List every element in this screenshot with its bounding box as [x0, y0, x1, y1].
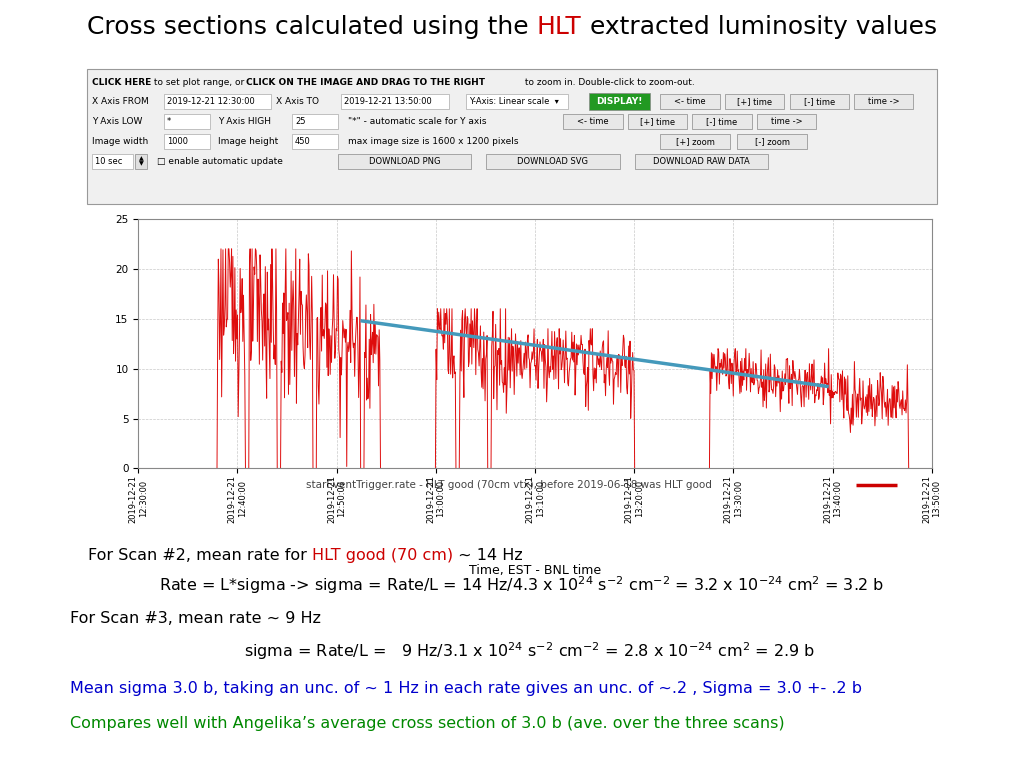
Bar	[164, 134, 210, 149]
Text: For Scan #2, mean rate for: For Scan #2, mean rate for	[88, 548, 311, 563]
Text: "*" - automatic scale for Y axis: "*" - automatic scale for Y axis	[348, 117, 486, 126]
Text: <- time: <- time	[675, 97, 706, 106]
Text: X Axis TO: X Axis TO	[276, 97, 319, 106]
Text: 2019-12-21 13:50:00: 2019-12-21 13:50:00	[344, 97, 432, 106]
Bar	[692, 114, 752, 129]
Text: to set plot range, or: to set plot range, or	[151, 78, 247, 88]
Bar	[164, 114, 210, 129]
Bar	[563, 114, 623, 129]
Bar	[466, 94, 568, 109]
Text: For Scan #3, mean rate ~ 9 Hz: For Scan #3, mean rate ~ 9 Hz	[70, 611, 321, 626]
Text: Image height: Image height	[218, 137, 279, 146]
Text: ~ 14 Hz: ~ 14 Hz	[453, 548, 522, 563]
Bar	[338, 154, 471, 169]
Text: [-] time: [-] time	[804, 97, 835, 106]
Bar	[87, 69, 937, 204]
Text: [+] zoom: [+] zoom	[676, 137, 715, 146]
Text: 450: 450	[295, 137, 310, 146]
Text: CLICK ON THE IMAGE AND DRAG TO THE RIGHT: CLICK ON THE IMAGE AND DRAG TO THE RIGHT	[246, 78, 484, 88]
X-axis label: Time, EST - BNL time: Time, EST - BNL time	[469, 564, 601, 578]
Bar	[790, 94, 849, 109]
Text: 25: 25	[295, 117, 305, 126]
Bar	[135, 154, 147, 169]
Text: □ enable automatic update: □ enable automatic update	[157, 157, 283, 166]
Text: DOWNLOAD SVG: DOWNLOAD SVG	[517, 157, 589, 166]
Bar	[660, 134, 730, 149]
Text: Cross sections calculated using the: Cross sections calculated using the	[87, 15, 537, 39]
Text: Y Axis HIGH: Y Axis HIGH	[218, 117, 271, 126]
Text: Y Axis LOW: Y Axis LOW	[92, 117, 142, 126]
Text: Compares well with Angelika’s average cross section of 3.0 b (ave. over the thre: Compares well with Angelika’s average cr…	[70, 716, 784, 731]
Text: X Axis FROM: X Axis FROM	[92, 97, 148, 106]
Text: extracted luminosity values: extracted luminosity values	[582, 15, 937, 39]
Bar	[292, 134, 338, 149]
Text: DOWNLOAD PNG: DOWNLOAD PNG	[369, 157, 440, 166]
Bar	[341, 94, 449, 109]
Text: Rate = L*sigma -> sigma = Rate/L = 14 Hz/4.3 x 10$^{24}$ s$^{-2}$ cm$^{-2}$ = 3.: Rate = L*sigma -> sigma = Rate/L = 14 Hz…	[159, 574, 884, 596]
Text: [-] time: [-] time	[707, 117, 737, 126]
Text: 2019-12-21 12:30:00: 2019-12-21 12:30:00	[167, 97, 255, 106]
Bar	[737, 134, 807, 149]
Text: Image width: Image width	[92, 137, 148, 146]
Bar	[725, 94, 784, 109]
Bar	[92, 154, 133, 169]
Text: DOWNLOAD RAW DATA: DOWNLOAD RAW DATA	[653, 157, 750, 166]
Text: ▲
▼: ▲ ▼	[139, 156, 143, 167]
Bar	[660, 94, 720, 109]
Bar	[486, 154, 620, 169]
Text: <- time: <- time	[578, 117, 608, 126]
Text: 1000: 1000	[167, 137, 188, 146]
Text: *: *	[167, 117, 171, 126]
Text: DISPLAY!: DISPLAY!	[596, 97, 643, 106]
Text: [-] zoom: [-] zoom	[755, 137, 790, 146]
Text: HLT good (70 cm): HLT good (70 cm)	[311, 548, 453, 563]
Text: max image size is 1600 x 1200 pixels: max image size is 1600 x 1200 pixels	[348, 137, 519, 146]
Text: time ->: time ->	[868, 97, 899, 106]
Text: [+] time: [+] time	[640, 117, 675, 126]
Text: time ->: time ->	[771, 117, 802, 126]
Text: Mean sigma 3.0 b, taking an unc. of ~ 1 Hz in each rate gives an unc. of ~.2 , S: Mean sigma 3.0 b, taking an unc. of ~ 1 …	[70, 681, 861, 697]
Text: to zoom in. Double-click to zoom-out.: to zoom in. Double-click to zoom-out.	[522, 78, 695, 88]
Bar	[854, 94, 913, 109]
Text: sigma = Rate/L =   9 Hz/3.1 x 10$^{24}$ s$^{-2}$ cm$^{-2}$ = 2.8 x 10$^{-24}$ cm: sigma = Rate/L = 9 Hz/3.1 x 10$^{24}$ s$…	[244, 641, 815, 662]
Text: 10 sec: 10 sec	[95, 157, 123, 166]
Text: [+] time: [+] time	[737, 97, 772, 106]
Bar	[589, 93, 650, 110]
Bar	[635, 154, 768, 169]
Bar	[164, 94, 271, 109]
Bar	[628, 114, 687, 129]
Bar	[757, 114, 816, 129]
Text: starEventTrigger.rate - HLT good (70cm vtx), before 2019-06-18 was HLT good: starEventTrigger.rate - HLT good (70cm v…	[306, 480, 718, 491]
Text: CLICK HERE: CLICK HERE	[92, 78, 152, 88]
Text: Y-Axis: Linear scale  ▾: Y-Axis: Linear scale ▾	[469, 97, 559, 106]
Bar	[292, 114, 338, 129]
Text: HLT: HLT	[537, 15, 582, 39]
